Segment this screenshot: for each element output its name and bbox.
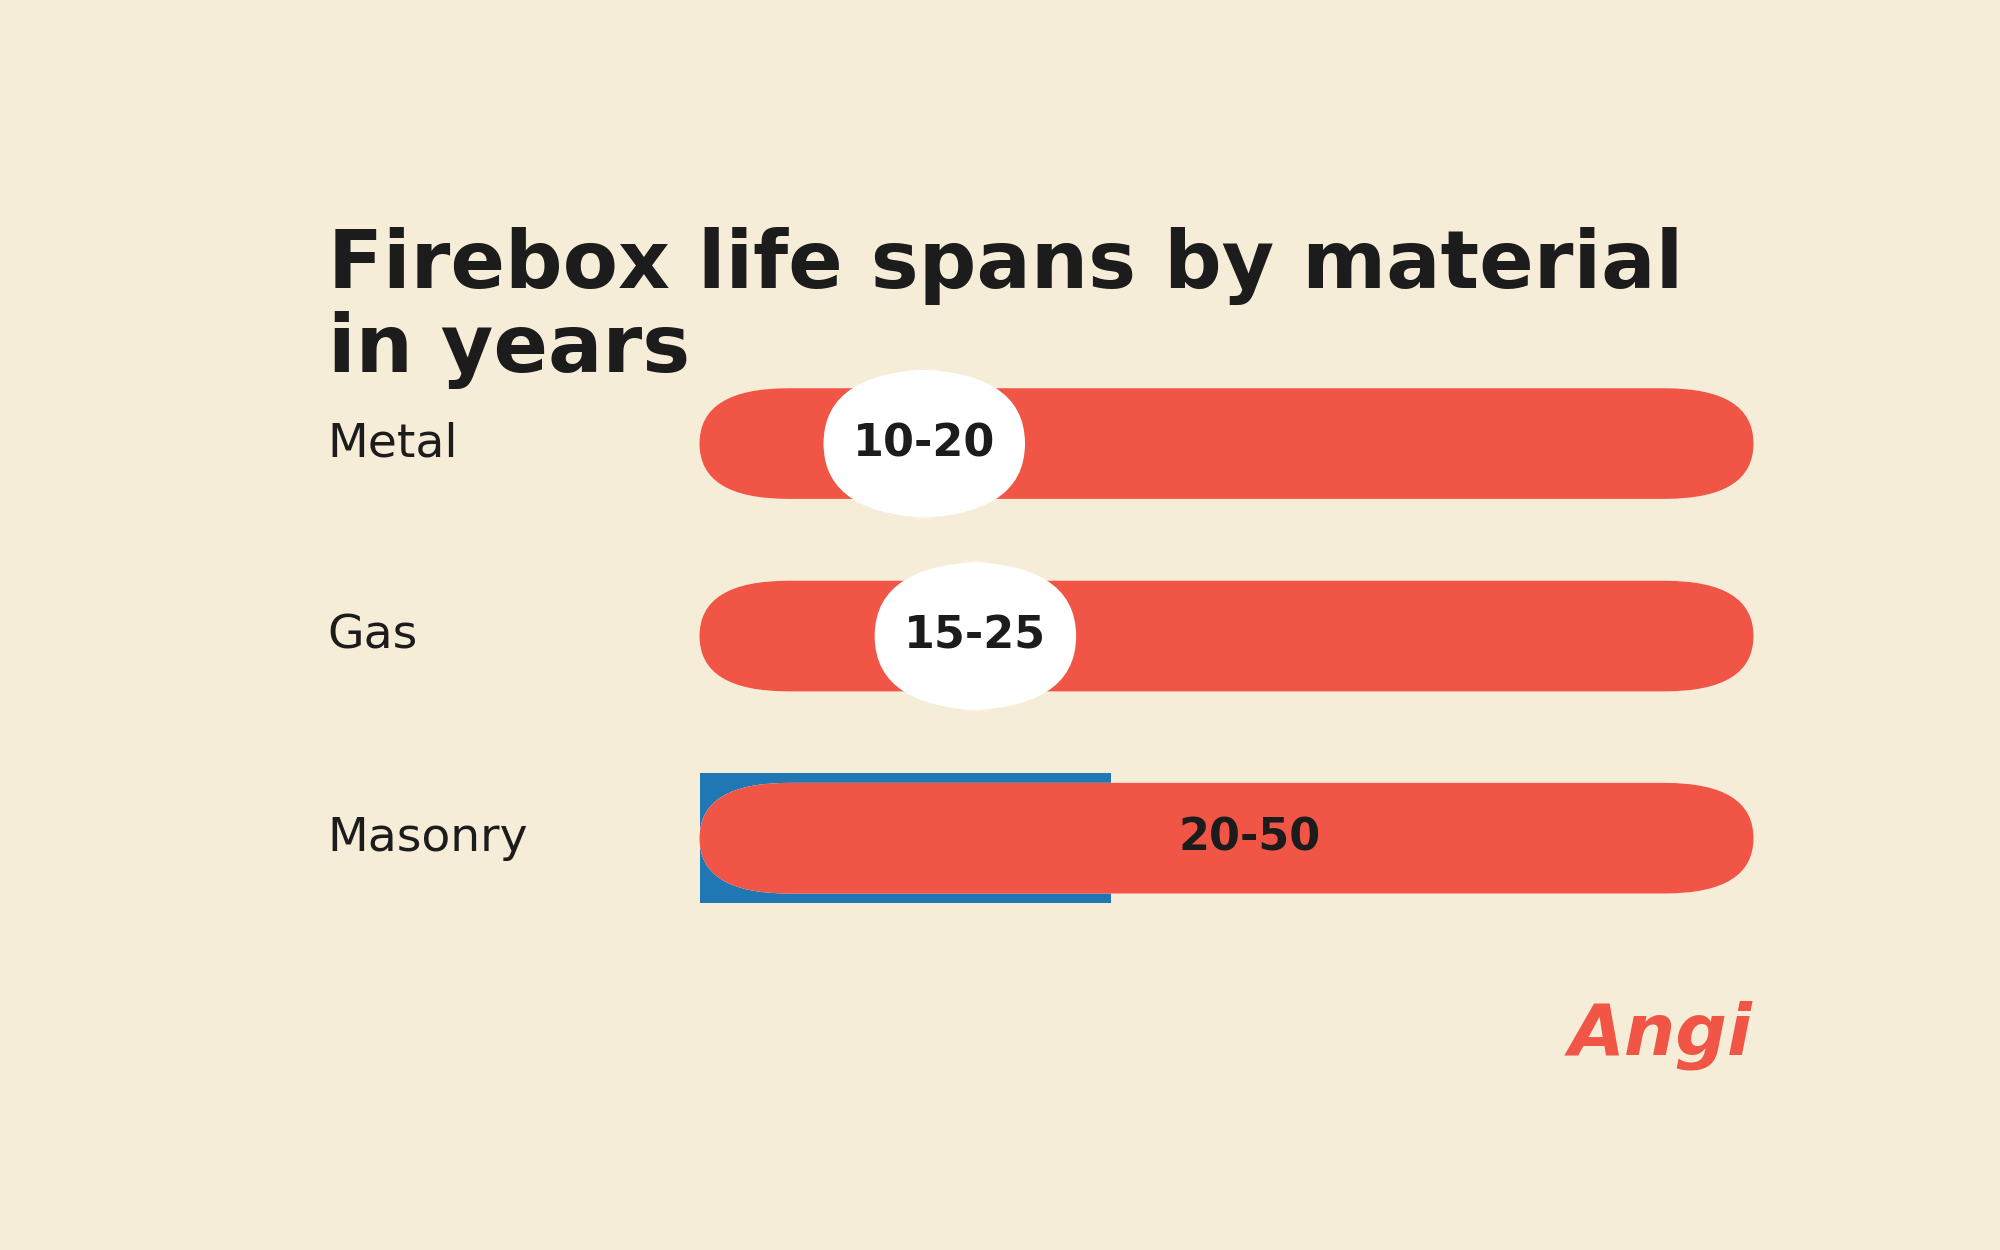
Text: Metal: Metal (328, 421, 458, 466)
Text: 10-20: 10-20 (854, 422, 996, 465)
Text: 15-25: 15-25 (904, 615, 1046, 658)
FancyBboxPatch shape (700, 581, 1754, 691)
FancyBboxPatch shape (700, 782, 1754, 894)
Text: Firebox life spans by material
in years: Firebox life spans by material in years (328, 228, 1682, 389)
Text: Gas: Gas (328, 614, 418, 659)
FancyBboxPatch shape (700, 581, 1754, 691)
FancyBboxPatch shape (700, 389, 1754, 499)
Text: Masonry: Masonry (328, 816, 528, 861)
FancyBboxPatch shape (824, 369, 1024, 519)
FancyBboxPatch shape (874, 561, 1076, 711)
Text: 20-50: 20-50 (1178, 816, 1320, 860)
FancyBboxPatch shape (700, 389, 1754, 499)
Bar (700, 774, 1110, 904)
FancyBboxPatch shape (700, 782, 1754, 894)
Text: Angi: Angi (1568, 1001, 1752, 1070)
